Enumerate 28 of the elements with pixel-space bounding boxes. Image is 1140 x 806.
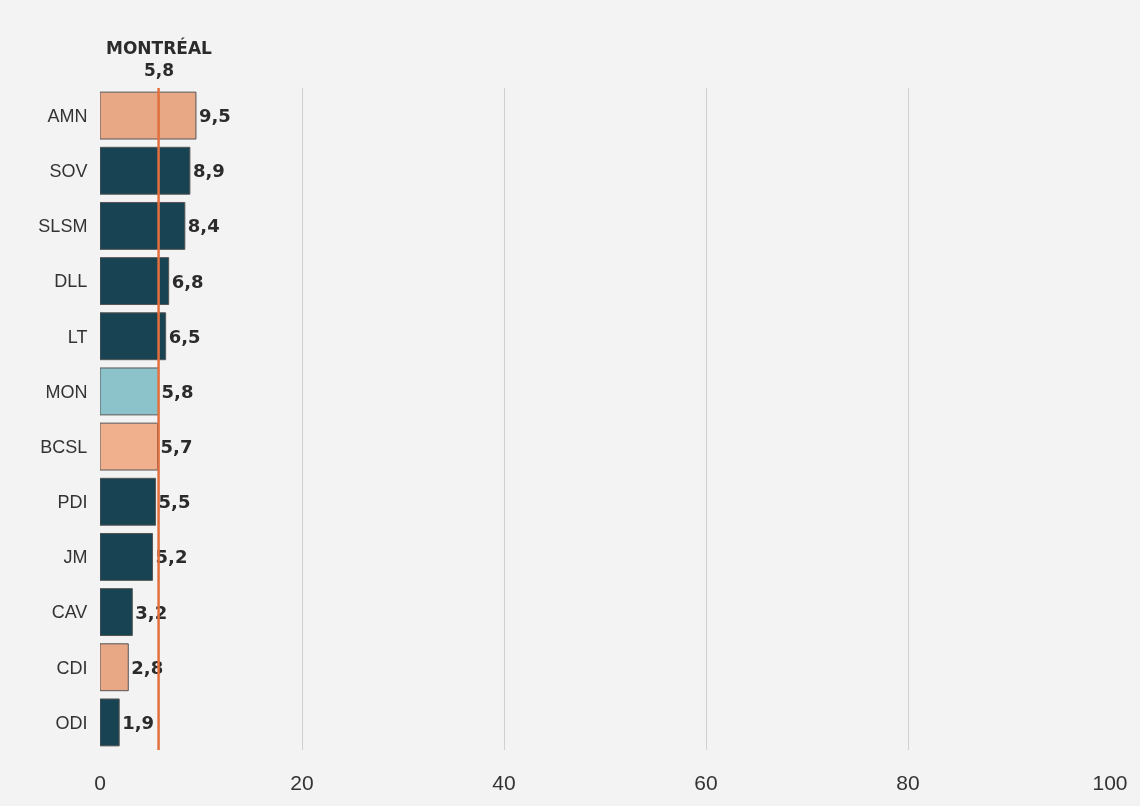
y-tick-label: AMN (47, 105, 88, 126)
data-label: 6,8 (171, 270, 204, 292)
data-label: 6,5 (168, 325, 201, 347)
data-label: 8,9 (192, 160, 225, 182)
x-tick-label: 60 (694, 771, 718, 794)
data-label: 5,5 (158, 491, 191, 513)
data-label: 8,4 (187, 215, 220, 237)
data-label: 5,7 (160, 436, 193, 458)
data-label: 9,5 (198, 105, 231, 127)
x-tick-label: 40 (492, 771, 516, 794)
data-label: 5,8 (161, 380, 194, 402)
y-tick-label: MON (45, 381, 88, 402)
y-tick-label: DLL (54, 271, 88, 292)
x-tick-label: 0 (94, 771, 106, 794)
y-tick-label: JM (63, 547, 88, 568)
y-tick-label: CAV (51, 602, 88, 623)
y-tick-label: LT (67, 326, 88, 347)
y-tick-label: CDI (56, 657, 88, 678)
y-tick-label: PDI (57, 492, 88, 513)
x-tick-label: 20 (290, 771, 314, 794)
x-tick-label: 100 (1092, 771, 1128, 794)
y-tick-label: ODI (55, 712, 88, 733)
data-label: 1,9 (122, 711, 155, 733)
y-tick-label: SOV (49, 161, 88, 182)
y-tick-label: SLSM (38, 216, 88, 237)
ref-line-label: MONTRÉAL 5,8 (106, 37, 213, 81)
y-tick-label: BCSL (40, 436, 88, 457)
x-tick-label: 80 (896, 771, 920, 794)
